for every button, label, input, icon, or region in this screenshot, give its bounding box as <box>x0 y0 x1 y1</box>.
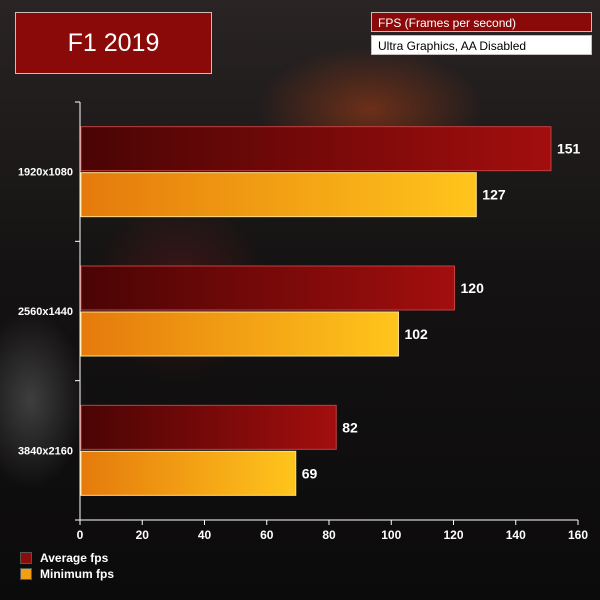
legend-item-minimum: Minimum fps <box>20 566 114 582</box>
category-label: 2560x1440 <box>18 306 73 318</box>
x-tick-label: 160 <box>568 528 588 542</box>
settings-label: Ultra Graphics, AA Disabled <box>371 35 592 55</box>
x-tick-label: 140 <box>506 528 526 542</box>
bar-average <box>80 126 552 172</box>
legend-swatch-average <box>20 552 32 564</box>
x-tick-label: 0 <box>77 528 84 542</box>
value-label-minimum: 127 <box>482 187 506 203</box>
chart-title-text: F1 2019 <box>67 28 160 57</box>
bar-minimum <box>80 172 477 218</box>
bar-minimum <box>80 450 297 496</box>
legend-item-average: Average fps <box>20 550 114 566</box>
x-tick-label: 20 <box>136 528 150 542</box>
x-tick-label: 100 <box>381 528 401 542</box>
metric-label: FPS (Frames per second) <box>371 12 592 32</box>
value-label-minimum: 69 <box>302 465 318 481</box>
legend-label-minimum: Minimum fps <box>40 567 114 581</box>
bar-average <box>80 265 455 311</box>
category-label: 1920x1080 <box>18 167 73 179</box>
category-label: 3840x2160 <box>18 445 73 457</box>
value-label-average: 82 <box>342 419 358 435</box>
value-label-average: 151 <box>557 141 581 157</box>
bar-average <box>80 404 337 450</box>
x-tick-label: 60 <box>260 528 274 542</box>
x-tick-label: 40 <box>198 528 212 542</box>
legend-swatch-minimum <box>20 568 32 580</box>
value-label-minimum: 102 <box>404 326 428 342</box>
x-tick-label: 120 <box>443 528 463 542</box>
value-label-average: 120 <box>461 280 485 296</box>
chart-title: F1 2019 <box>15 12 212 74</box>
legend: Average fps Minimum fps <box>20 550 114 582</box>
bar-minimum <box>80 311 399 357</box>
legend-label-average: Average fps <box>40 551 109 565</box>
x-tick-label: 80 <box>322 528 336 542</box>
